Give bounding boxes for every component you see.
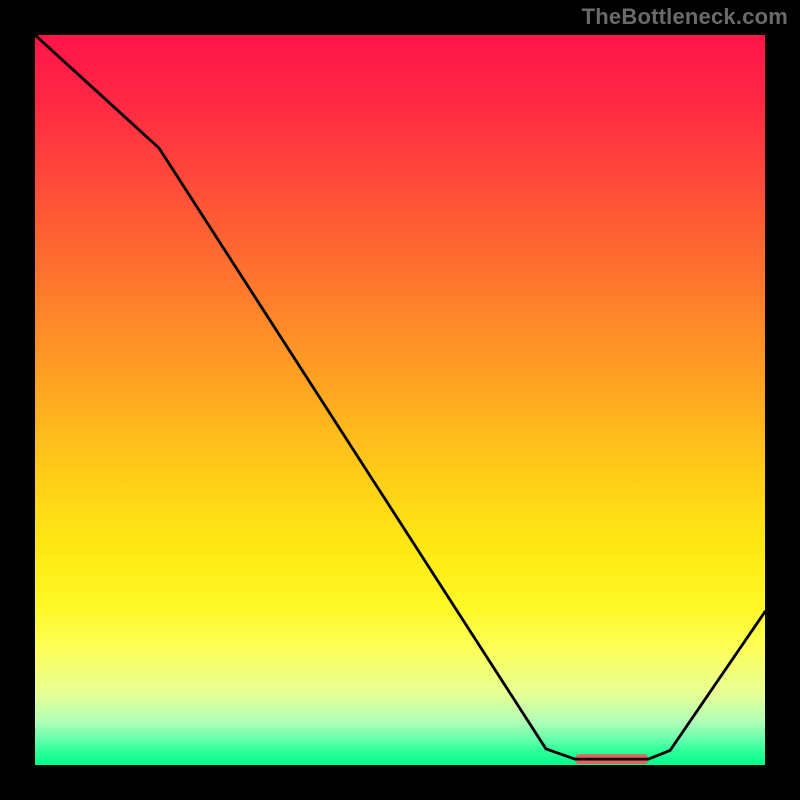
curve-layer bbox=[35, 35, 765, 765]
watermark-text: TheBottleneck.com bbox=[582, 4, 788, 30]
chart-container: TheBottleneck.com bbox=[0, 0, 800, 800]
plot-area bbox=[35, 35, 765, 765]
performance-curve bbox=[35, 35, 765, 759]
